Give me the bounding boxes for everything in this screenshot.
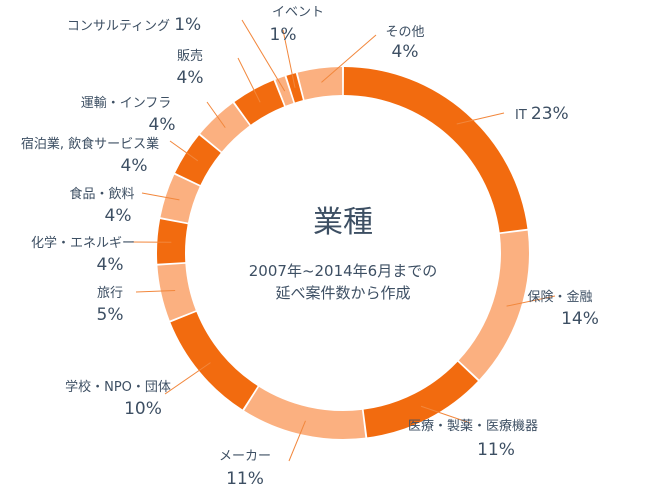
slice-4: [170, 311, 258, 410]
slice-value-label-12: 1%: [270, 25, 297, 45]
leader-line-2: [420, 405, 471, 424]
leader-lines: [129, 19, 556, 462]
slice-value-label-1: 14%: [561, 309, 599, 329]
leader-line-0: [456, 112, 505, 125]
slice-value-label-3: 11%: [226, 469, 264, 489]
chart-subtitle-line-2: 延べ案件数から作成: [275, 284, 410, 302]
slice-0: [343, 67, 528, 233]
slice-label-11: コンサルティング 1%: [67, 15, 201, 35]
slice-label-0: IT 23%: [515, 104, 569, 124]
slice-label-9: 運輸・インフラ: [81, 96, 172, 111]
leader-line-11: [241, 19, 286, 92]
slice-7: [160, 174, 200, 223]
slice-label-4: 学校・NPO・団体: [65, 379, 171, 395]
slice-value-label-7: 4%: [105, 206, 132, 226]
slice-8: [175, 135, 221, 185]
slice-2: [363, 361, 478, 438]
slice-label-6: 化学・エネルギー: [31, 235, 135, 251]
slice-value-label-5: 5%: [97, 305, 124, 325]
donut-slices: [157, 67, 529, 440]
slice-label-3: メーカー: [219, 449, 271, 464]
leader-line-7: [141, 192, 180, 201]
slice-label-1: 保険・金融: [527, 289, 592, 305]
slice-value-label-6: 4%: [97, 255, 124, 275]
leader-line-5: [135, 290, 176, 293]
slice-label-2: 医療・製薬・医療機器: [408, 419, 538, 434]
slice-1: [458, 230, 529, 380]
leader-line-8: [169, 140, 199, 162]
slice-label-5: 旅行: [97, 286, 123, 301]
leader-line-10: [237, 57, 261, 103]
slice-value-label-2: 11%: [477, 440, 515, 460]
leader-line-9: [206, 101, 226, 128]
slice-label-7: 食品・飲料: [69, 186, 134, 202]
slice-13: [297, 67, 343, 100]
leader-line-4: [164, 362, 211, 395]
slice-label-12: イベント: [272, 5, 324, 20]
slice-value-label-4: 10%: [124, 399, 162, 419]
slice-3: [244, 386, 366, 440]
leader-line-12: [282, 29, 296, 88]
slice-label-13: その他: [385, 25, 424, 40]
leader-line-1: [506, 295, 556, 307]
slice-value-label-10: 4%: [177, 68, 204, 88]
leader-line-3: [288, 420, 306, 462]
leader-line-13: [321, 34, 377, 83]
slice-5: [157, 263, 196, 321]
slice-labels: IT 23% 保険・金融 14% 医療・製薬・医療機器 11% メーカー 11% 学校・NPO…: [21, 5, 599, 489]
slice-6: [157, 219, 188, 264]
chart-title: 業種: [313, 205, 373, 240]
slice-value-label-9: 4%: [149, 115, 176, 135]
slice-value-label-13: 4%: [392, 42, 419, 62]
slice-10: [234, 80, 285, 125]
slice-label-10: 販売: [177, 48, 203, 64]
slice-label-8: 宿泊業, 飲食サービス業: [21, 136, 159, 152]
slice-value-label-8: 4%: [121, 156, 148, 176]
chart-subtitle-line-1: 2007年~2014年6月までの: [249, 262, 437, 280]
